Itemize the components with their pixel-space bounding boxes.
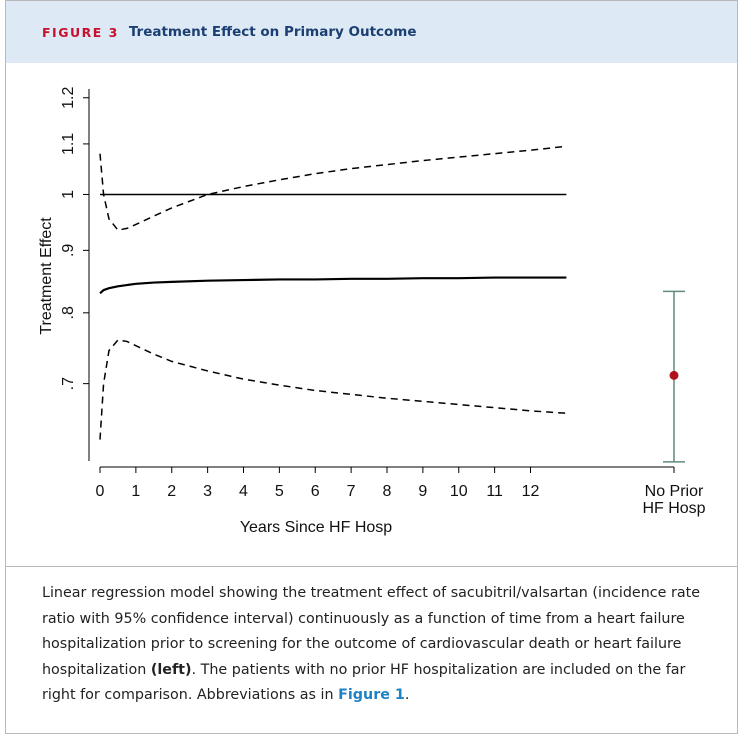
estimate-line — [99, 276, 567, 295]
x-tick-label: 4 — [239, 483, 248, 500]
x-tick-label: 8 — [383, 483, 392, 500]
x-tick-label: 5 — [275, 483, 284, 500]
ci-line — [99, 339, 567, 440]
y-tick-label: .8 — [60, 306, 77, 319]
y-axis-title: Treatment Effect — [38, 217, 55, 335]
x-tick-label: HF Hosp — [642, 500, 705, 517]
y-tick-label: 1 — [60, 190, 77, 199]
x-tick-label: 11 — [486, 483, 503, 500]
x-tick-label: 3 — [203, 483, 212, 500]
caption-text: . — [404, 687, 410, 704]
caption-text: . The patients with no prior HF hospital… — [42, 661, 686, 704]
caption: Linear regression model showing the trea… — [6, 566, 737, 709]
figure-link[interactable]: Figure 1 — [338, 687, 405, 704]
x-tick-label: 9 — [418, 483, 427, 500]
x-tick-label: 10 — [450, 483, 468, 500]
point-estimate — [669, 370, 679, 380]
x-tick-label: 6 — [311, 483, 320, 500]
x-tick-label: 0 — [96, 483, 105, 500]
x-tick-label: No Prior — [645, 483, 704, 500]
caption-bold: (left) — [150, 661, 192, 678]
ci-line — [99, 145, 567, 231]
x-tick-label: 7 — [347, 483, 356, 500]
figure: FIGURE 3 Treatment Effect on Primary Out… — [5, 0, 738, 734]
x-tick-label: 12 — [522, 483, 540, 500]
y-tick-label: .7 — [60, 377, 77, 390]
figure-title: Treatment Effect on Primary Outcome — [128, 24, 417, 40]
figure-header: FIGURE 3 Treatment Effect on Primary Out… — [6, 1, 737, 63]
figure-label: FIGURE 3 — [42, 24, 119, 40]
x-axis-title: Years Since HF Hosp — [240, 519, 392, 536]
y-tick-label: 1.1 — [60, 133, 77, 155]
x-tick-label: 1 — [131, 483, 140, 500]
y-tick-label: 1.2 — [60, 87, 77, 109]
x-tick-label: 2 — [167, 483, 176, 500]
y-tick-label: .9 — [60, 244, 77, 257]
caption-text: Linear regression model showing the trea… — [42, 585, 701, 678]
